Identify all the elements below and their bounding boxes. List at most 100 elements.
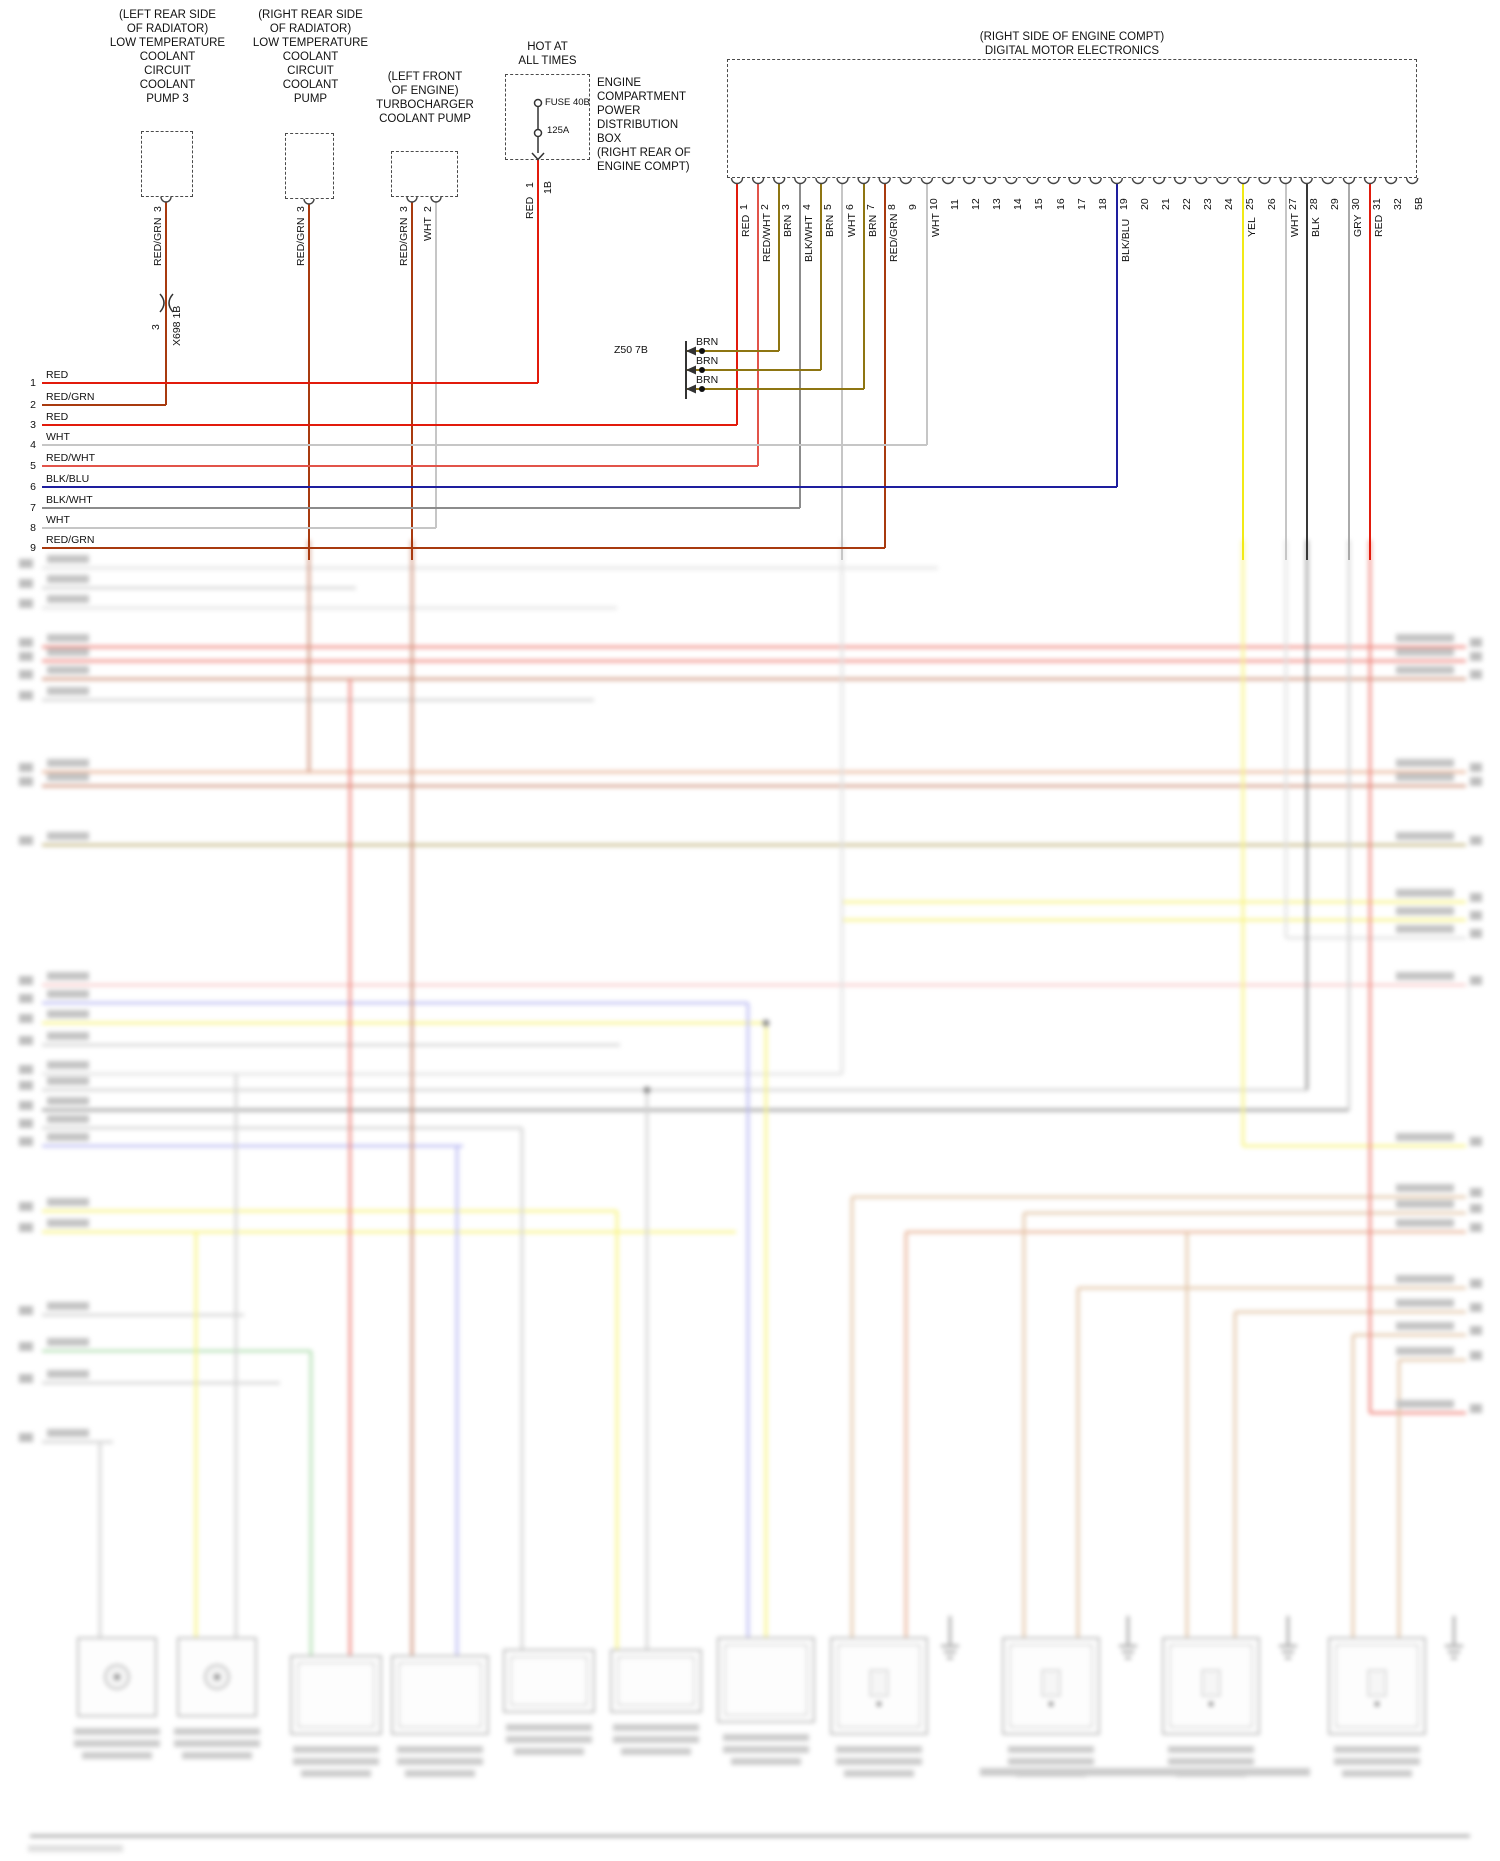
dme-terminal — [1258, 177, 1271, 185]
blurred-component-label — [293, 1758, 379, 1765]
dme-terminal — [1321, 177, 1334, 185]
dme-wire-color-label-pin10: WHT — [929, 213, 942, 237]
dme-pin-number-5: 5 — [822, 204, 835, 210]
blurred-row-number — [1470, 777, 1482, 786]
row-number-5: 5 — [30, 460, 36, 472]
blurred-row-number — [1470, 1223, 1482, 1232]
blurred-component-label — [174, 1740, 260, 1747]
dme-terminal — [815, 177, 828, 185]
blurred-wire-label — [1396, 925, 1454, 933]
blurred-wire-label — [47, 1133, 89, 1141]
blurred-row-number — [19, 1342, 33, 1351]
blurred-row-number — [1470, 1326, 1482, 1335]
dme-terminal — [1005, 177, 1018, 185]
blurred-wire-label — [47, 1115, 89, 1123]
turbo-pump-box — [391, 151, 458, 197]
blurred-wire-label — [47, 555, 89, 563]
dme-terminal — [1279, 177, 1292, 185]
blurred-wire-label — [47, 990, 89, 998]
dme-wire-color-label-pin1: RED — [740, 214, 752, 237]
dme-terminal — [1342, 177, 1356, 185]
blurred-wire-label — [47, 1061, 89, 1069]
blurred-component-label — [506, 1724, 592, 1731]
blurred-component-label — [1334, 1746, 1420, 1753]
dme-terminal — [751, 177, 765, 185]
blurred-wire-label — [47, 1302, 89, 1310]
dme-pin-number-11: 11 — [949, 199, 961, 210]
blurred-component-label — [397, 1746, 483, 1753]
blurred-component-inner — [837, 1644, 921, 1728]
ground-id-label: Z50 7B — [614, 344, 648, 356]
dme-terminal — [1152, 177, 1166, 185]
dme-pin-number-9: 9 — [906, 204, 919, 210]
row-wire-color-label-1: RED — [46, 369, 69, 381]
blurred-component-label — [82, 1752, 152, 1759]
row-number-8: 8 — [30, 522, 36, 534]
blurred-watermark — [28, 1845, 123, 1852]
turbo-b-wire-color-label: WHT — [422, 217, 434, 241]
blurred-row-number — [19, 1014, 33, 1023]
blurred-wire-label — [47, 1097, 89, 1105]
blurred-wire-label — [47, 666, 89, 674]
dme-terminal — [1195, 177, 1208, 185]
blurred-row-number — [19, 976, 33, 985]
dme-wire-color-label-pin5: BRN — [824, 214, 837, 237]
row-wire-color-label-6: BLK/BLU — [46, 473, 90, 485]
blurred-wire-label — [1396, 1400, 1454, 1408]
pump-label: (RIGHT REAR SIDE OF RADIATOR) LOW TEMPER… — [252, 9, 369, 105]
blurred-row-number — [19, 994, 33, 1003]
blurred-row-number — [19, 836, 33, 845]
dme-pin-number-17: 17 — [1075, 198, 1088, 210]
dme-pin-number-32: 32 — [1392, 198, 1405, 210]
blurred-row-number — [1470, 1279, 1482, 1288]
blurred-component-label — [301, 1770, 371, 1777]
blurred-wire-label — [47, 832, 89, 840]
blurred-component-inner — [398, 1662, 482, 1728]
blurred-component-label — [844, 1770, 914, 1777]
blurred-component-label — [621, 1748, 691, 1755]
dme-pin-number-2: 2 — [759, 204, 772, 210]
dme-terminal — [1173, 177, 1187, 185]
inline-connector-icon — [159, 293, 165, 313]
dme-label: (RIGHT SIDE OF ENGINE COMPT) DIGITAL MOT… — [979, 31, 1165, 57]
blurred-row-number — [19, 1202, 33, 1211]
turbo-terminal — [406, 196, 418, 203]
dme-pin-number-21: 21 — [1160, 198, 1172, 210]
turbo-a-wire-color-label: RED/GRN — [398, 217, 410, 266]
row-number-9: 9 — [30, 542, 36, 554]
dme-terminal — [1026, 177, 1039, 185]
hot-at-all-times-label: HOT AT ALL TIMES — [518, 41, 577, 67]
inline-connector-pin: 3 — [150, 324, 162, 330]
dme-wire-color-label-pin3: BRN — [782, 214, 795, 237]
blurred-wire-label — [47, 595, 89, 603]
blurred-component-inner — [1335, 1644, 1419, 1728]
blurred-wire-label — [47, 634, 89, 642]
blurred-row-number — [19, 670, 33, 679]
blurred-row-number — [19, 1374, 33, 1383]
blurred-component-label — [731, 1758, 801, 1765]
turbo-a-pin-number: 3 — [398, 206, 410, 212]
blurred-component-label — [74, 1740, 160, 1747]
blurred-component-box — [503, 1649, 595, 1713]
dme-pin-number-18: 18 — [1096, 198, 1109, 210]
dme-terminal — [1047, 177, 1060, 185]
blurred-component-inner — [297, 1662, 375, 1728]
blurred-wire-label — [1396, 1219, 1454, 1227]
splice-dot — [699, 386, 705, 392]
blurred-motor-dot — [113, 1673, 121, 1681]
pump3-pin-number: 3 — [152, 206, 164, 212]
blurred-row-number — [19, 1223, 33, 1232]
splice-dot — [699, 367, 705, 373]
blurred-row-number — [1470, 670, 1482, 679]
pump3-box — [141, 131, 193, 197]
blurred-component-box — [610, 1649, 702, 1713]
blurred-splice-dot — [762, 1019, 770, 1027]
dme-pin-number-1: 1 — [738, 204, 750, 210]
blurred-caption — [980, 1768, 1310, 1776]
blurred-wire-label — [1396, 1133, 1454, 1141]
dme-wire-color-label-pin7: BRN — [866, 214, 879, 237]
dme-terminal — [1384, 177, 1398, 185]
blurred-component-label — [397, 1758, 483, 1765]
blurred-component-label — [405, 1770, 475, 1777]
